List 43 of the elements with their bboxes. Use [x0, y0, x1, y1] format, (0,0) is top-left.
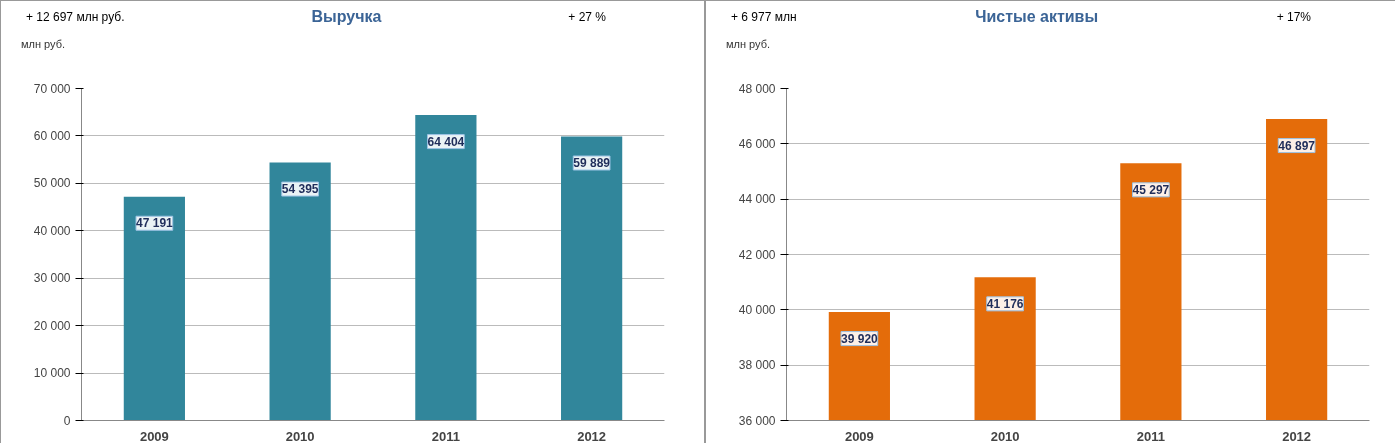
chart-title: Чистые активы [975, 7, 1099, 27]
y-tick-label: 60 000 [33, 128, 71, 143]
y-tick-label: 40 000 [33, 223, 71, 238]
y-tick-label: 44 000 [738, 192, 776, 207]
y-tick-label: 0 [63, 413, 71, 428]
y-tick-label: 36 000 [738, 413, 776, 428]
text: + 27 % [568, 8, 606, 26]
y-tick-label: 46 000 [738, 136, 776, 151]
y-tick-label: 50 000 [33, 176, 71, 191]
x-tick-label: 2009 [844, 428, 874, 443]
x-tick-label: 2009 [139, 428, 169, 443]
chart-title: Выручка [311, 7, 382, 27]
y-tick-label: 70 000 [33, 81, 71, 96]
bar [269, 162, 331, 421]
bar [415, 115, 477, 421]
y-tick-label: 40 000 [738, 302, 776, 317]
x-tick-label: 2010 [285, 428, 315, 443]
y-tick-label: 38 000 [738, 358, 776, 373]
y-tick-label: 20 000 [33, 318, 71, 333]
data-label: 39 920 [841, 331, 879, 346]
data-label: 47 191 [136, 216, 174, 231]
y-tick-label: 10 000 [33, 366, 71, 381]
data-label: 59 889 [573, 156, 611, 171]
bar [123, 196, 185, 421]
text: + 6 977 млн [731, 8, 797, 26]
data-label: 64 404 [427, 134, 465, 149]
y-tick-label: 42 000 [738, 247, 776, 262]
data-label: 46 897 [1278, 138, 1316, 153]
x-tick-label: 2011 [431, 428, 460, 443]
data-label: 45 297 [1132, 182, 1170, 197]
text: + 17% [1276, 8, 1311, 26]
y-axis-title: млн руб. [20, 36, 67, 52]
x-tick-label: 2010 [990, 428, 1020, 443]
y-axis-title: млн руб. [725, 36, 772, 52]
y-tick-label: 30 000 [33, 271, 71, 286]
y-tick-label: 48 000 [738, 81, 776, 96]
x-tick-label: 2012 [577, 428, 607, 443]
text: + 12 697 млн руб. [26, 8, 125, 26]
bar [561, 136, 623, 421]
data-label: 41 176 [986, 296, 1024, 311]
x-tick-label: 2012 [1282, 428, 1312, 443]
data-label: 54 395 [281, 182, 319, 197]
x-tick-label: 2011 [1136, 428, 1165, 443]
